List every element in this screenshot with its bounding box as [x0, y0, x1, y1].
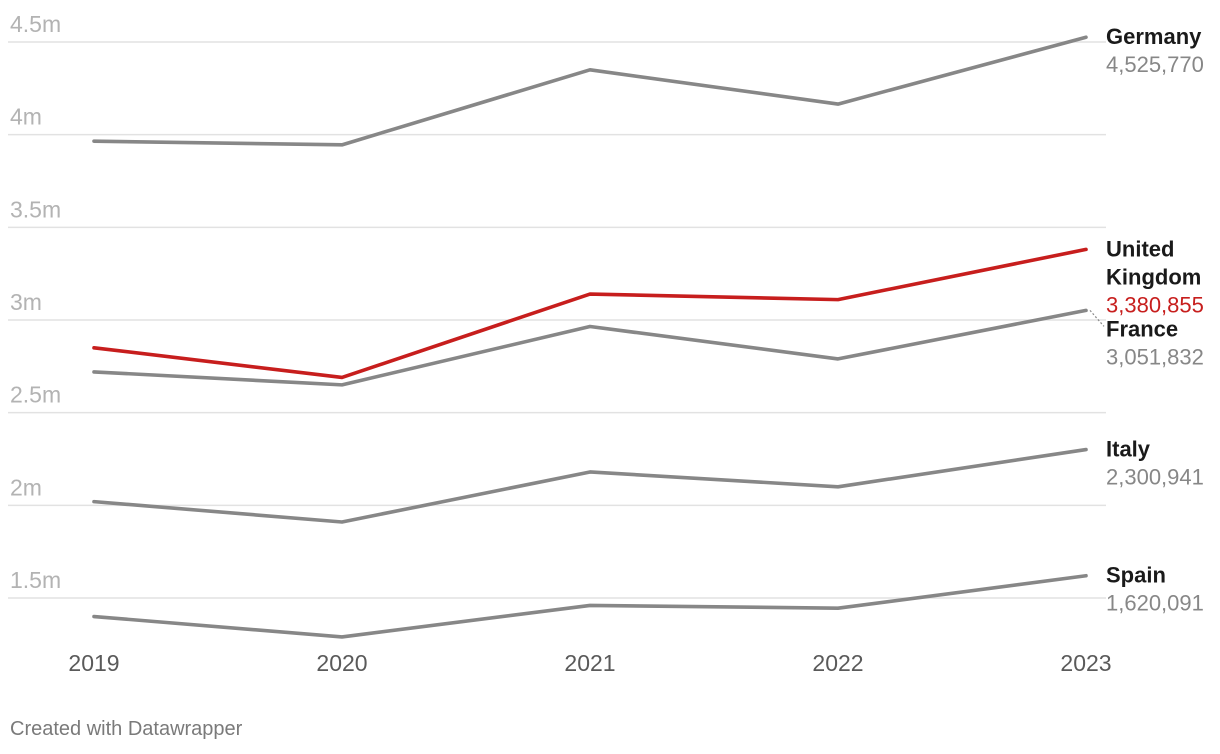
credit-text: Created with Datawrapper — [10, 718, 243, 740]
series-value-label: 3,380,855 — [1106, 292, 1204, 317]
series-end-labels: Germany 4,525,770 United Kingdom 3,380,855Fr… — [1089, 24, 1204, 616]
y-tick-label: 4m — [10, 104, 42, 130]
x-tick-label: 2023 — [1060, 650, 1111, 676]
y-tick-label: 4.5m — [10, 11, 61, 37]
series-value-label: 1,620,091 — [1106, 591, 1204, 616]
x-tick-label: 2022 — [812, 650, 863, 676]
series-value-label: 3,051,832 — [1106, 344, 1204, 369]
y-tick-label: 3m — [10, 289, 42, 315]
y-tick-label: 2.5m — [10, 382, 61, 408]
x-tick-label: 2021 — [564, 650, 615, 676]
y-tick-label: 1.5m — [10, 567, 61, 593]
label-leader-line — [1089, 309, 1105, 327]
series-value-label: 2,300,941 — [1106, 465, 1204, 490]
series-value-label: 4,525,770 — [1106, 52, 1204, 77]
series-line — [92, 247, 1088, 380]
series-line — [92, 35, 1088, 147]
series-name-label: Spain — [1106, 563, 1166, 588]
series-name-label: United — [1106, 236, 1174, 261]
y-tick-label: 2m — [10, 474, 42, 500]
x-axis-tick-labels: 2019 2020 2021 2022 2023 — [68, 650, 1111, 676]
y-tick-label: 3.5m — [10, 196, 61, 222]
series-name-label: Germany — [1106, 24, 1202, 49]
series-line — [92, 308, 1088, 387]
series-name-label: Kingdom — [1106, 264, 1201, 289]
series-line — [92, 447, 1088, 524]
x-tick-label: 2020 — [316, 650, 367, 676]
y-axis-tick-labels: 4.5m 4m 3.5m 3m 2.5m 2m 1.5m — [10, 11, 61, 593]
x-tick-label: 2019 — [68, 650, 119, 676]
gridlines — [8, 41, 1106, 599]
series-name-label: France — [1106, 316, 1178, 341]
series-line — [92, 573, 1088, 639]
series-name-label: Italy — [1106, 437, 1151, 462]
series-lines — [92, 35, 1088, 639]
